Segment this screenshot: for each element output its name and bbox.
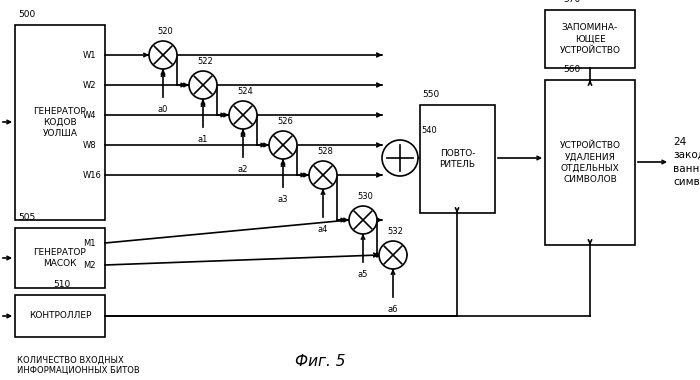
Text: M2: M2	[83, 261, 95, 269]
Text: 532: 532	[387, 227, 403, 236]
Text: W16: W16	[83, 171, 102, 179]
Text: 550: 550	[422, 90, 440, 99]
Text: 505: 505	[18, 213, 35, 222]
Text: КОНТРОЛЛЕР: КОНТРОЛЛЕР	[29, 312, 91, 320]
Text: a0: a0	[158, 105, 168, 114]
Text: a1: a1	[198, 135, 208, 144]
Bar	[15, 228, 105, 288]
Text: a6: a6	[388, 305, 398, 314]
Bar	[15, 25, 105, 220]
Circle shape	[382, 140, 418, 176]
Bar	[545, 10, 635, 68]
Text: M1: M1	[83, 239, 95, 247]
Text: 528: 528	[317, 147, 333, 156]
Circle shape	[349, 206, 377, 234]
Text: 530: 530	[357, 192, 373, 201]
Circle shape	[379, 241, 407, 269]
Text: 510: 510	[53, 280, 70, 289]
Text: 560: 560	[563, 65, 580, 74]
Text: W8: W8	[83, 141, 97, 149]
Circle shape	[189, 71, 217, 99]
Text: КОЛИЧЕСТВО ВХОДНЫХ
ИНФОРМАЦИОННЫХ БИТОВ: КОЛИЧЕСТВО ВХОДНЫХ ИНФОРМАЦИОННЫХ БИТОВ	[17, 356, 140, 375]
Circle shape	[229, 101, 257, 129]
Text: УСТРОЙСТВО
УДАЛЕНИЯ
ОТДЕЛЬНЫХ
СИМВОЛОВ: УСТРОЙСТВО УДАЛЕНИЯ ОТДЕЛЬНЫХ СИМВОЛОВ	[559, 141, 620, 184]
Circle shape	[149, 41, 177, 69]
Text: a2: a2	[238, 165, 248, 174]
Text: 526: 526	[277, 117, 293, 126]
Text: 524: 524	[237, 87, 253, 96]
Text: 24
закодиро-
ванных
символа: 24 закодиро- ванных символа	[673, 137, 700, 187]
Bar	[15, 295, 105, 337]
Text: Фиг. 5: Фиг. 5	[295, 355, 345, 369]
Text: W1: W1	[83, 51, 97, 60]
Bar	[420, 105, 495, 213]
Circle shape	[269, 131, 297, 159]
Circle shape	[309, 161, 337, 189]
Text: a5: a5	[358, 270, 368, 279]
Text: ЗАПОМИНА-
ЮЩЕЕ
УСТРОЙСТВО: ЗАПОМИНА- ЮЩЕЕ УСТРОЙСТВО	[559, 24, 620, 55]
Text: 520: 520	[157, 27, 173, 36]
Text: 570: 570	[563, 0, 580, 4]
Text: a3: a3	[278, 195, 288, 204]
Text: ПОВТО-
РИТЕЛЬ: ПОВТО- РИТЕЛЬ	[440, 149, 475, 169]
Text: 540: 540	[421, 126, 437, 135]
Text: ГЕНЕРАТОР
КОДОВ
УОЛША: ГЕНЕРАТОР КОДОВ УОЛША	[34, 107, 86, 138]
Text: 522: 522	[197, 57, 213, 66]
Text: W4: W4	[83, 111, 97, 119]
Text: 500: 500	[18, 10, 35, 19]
Bar	[545, 80, 635, 245]
Text: ГЕНЕРАТОР
МАСОК: ГЕНЕРАТОР МАСОК	[34, 248, 86, 268]
Text: a4: a4	[318, 225, 328, 234]
Text: W2: W2	[83, 81, 97, 90]
